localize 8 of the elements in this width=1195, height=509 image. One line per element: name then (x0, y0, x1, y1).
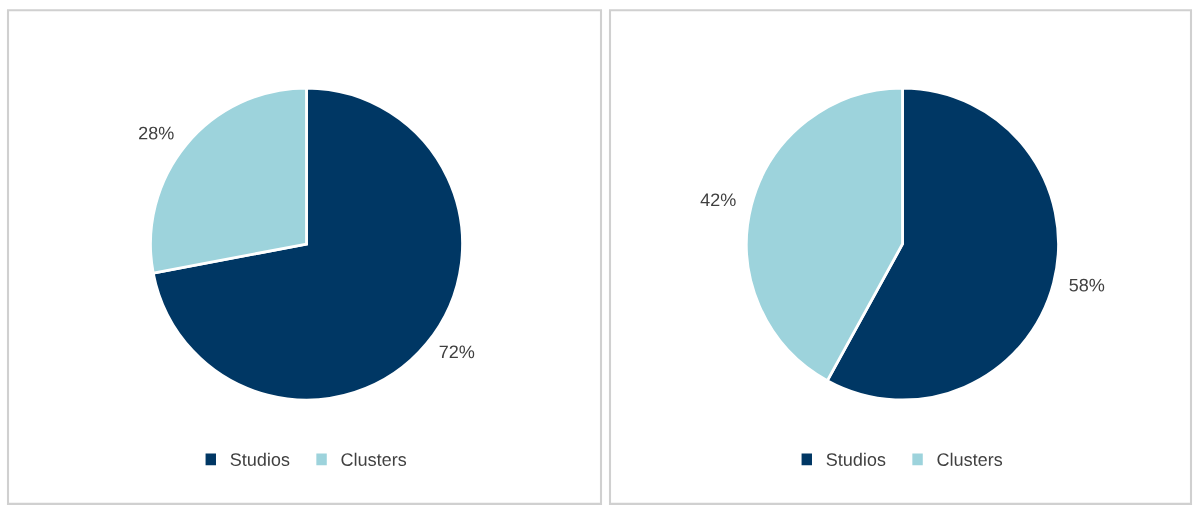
data-label: 72% (439, 345, 475, 359)
legend-label: Studios (230, 452, 290, 466)
legend-label: Clusters (341, 452, 407, 466)
legend-label: Clusters (937, 452, 1003, 466)
data-label: 42% (700, 193, 736, 207)
data-label: 58% (1069, 278, 1105, 292)
legend-label: Studios (826, 452, 886, 466)
data-label: 28% (139, 126, 174, 140)
